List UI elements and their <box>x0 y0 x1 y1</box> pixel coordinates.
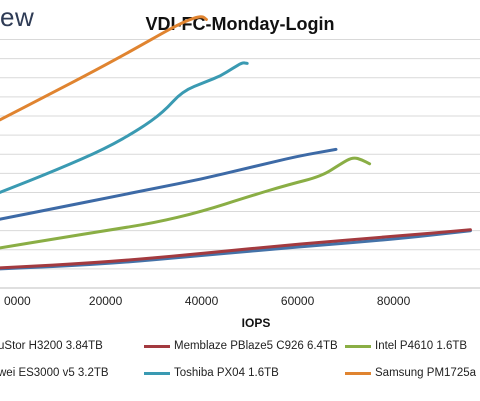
legend-label: wei ES3000 v5 3.2TB <box>0 367 109 379</box>
x-tick-label: 80000 <box>377 294 411 308</box>
legend-label: uStor H3200 3.84TB <box>0 340 103 352</box>
series-line-4 <box>0 61 249 194</box>
x-tick-labels: 0000 20000 40000 60000 80000 <box>4 294 411 308</box>
legend-swatch <box>345 371 371 375</box>
legend-label: Memblaze PBlaze5 C926 6.4TB <box>174 340 338 352</box>
series-line-1 <box>0 228 472 270</box>
series-line-3 <box>0 147 338 221</box>
legend-item[interactable]: uStor H3200 3.84TB <box>0 338 103 354</box>
legend-item[interactable]: wei ES3000 v5 3.2TB <box>0 365 109 381</box>
x-tick-label: 40000 <box>185 294 219 308</box>
legend-item[interactable]: Samsung PM1725a 1.6TB <box>345 365 480 381</box>
gridlines <box>0 39 480 289</box>
series-lines <box>0 15 472 271</box>
x-tick-label: 0000 <box>4 294 31 308</box>
legend-label: Toshiba PX04 1.6TB <box>174 367 279 379</box>
legend-item[interactable]: Toshiba PX04 1.6TB <box>144 365 279 381</box>
series-line-2 <box>0 156 372 250</box>
brand-logo-fragment: ew <box>0 2 35 32</box>
x-tick-label: 20000 <box>89 294 123 308</box>
x-axis-title: IOPS <box>242 316 271 330</box>
legend-item[interactable]: Intel P4610 1.6TB <box>345 338 467 354</box>
legend-item[interactable]: Memblaze PBlaze5 C926 6.4TB <box>144 338 338 354</box>
x-tick-label: 60000 <box>281 294 315 308</box>
legend-label: Samsung PM1725a 1.6TB <box>375 367 480 379</box>
legend-swatch <box>144 371 170 375</box>
legend-label: Intel P4610 1.6TB <box>375 340 468 352</box>
series-line-5 <box>0 15 208 122</box>
legend-swatch <box>144 344 170 348</box>
legend-swatch <box>345 344 371 348</box>
